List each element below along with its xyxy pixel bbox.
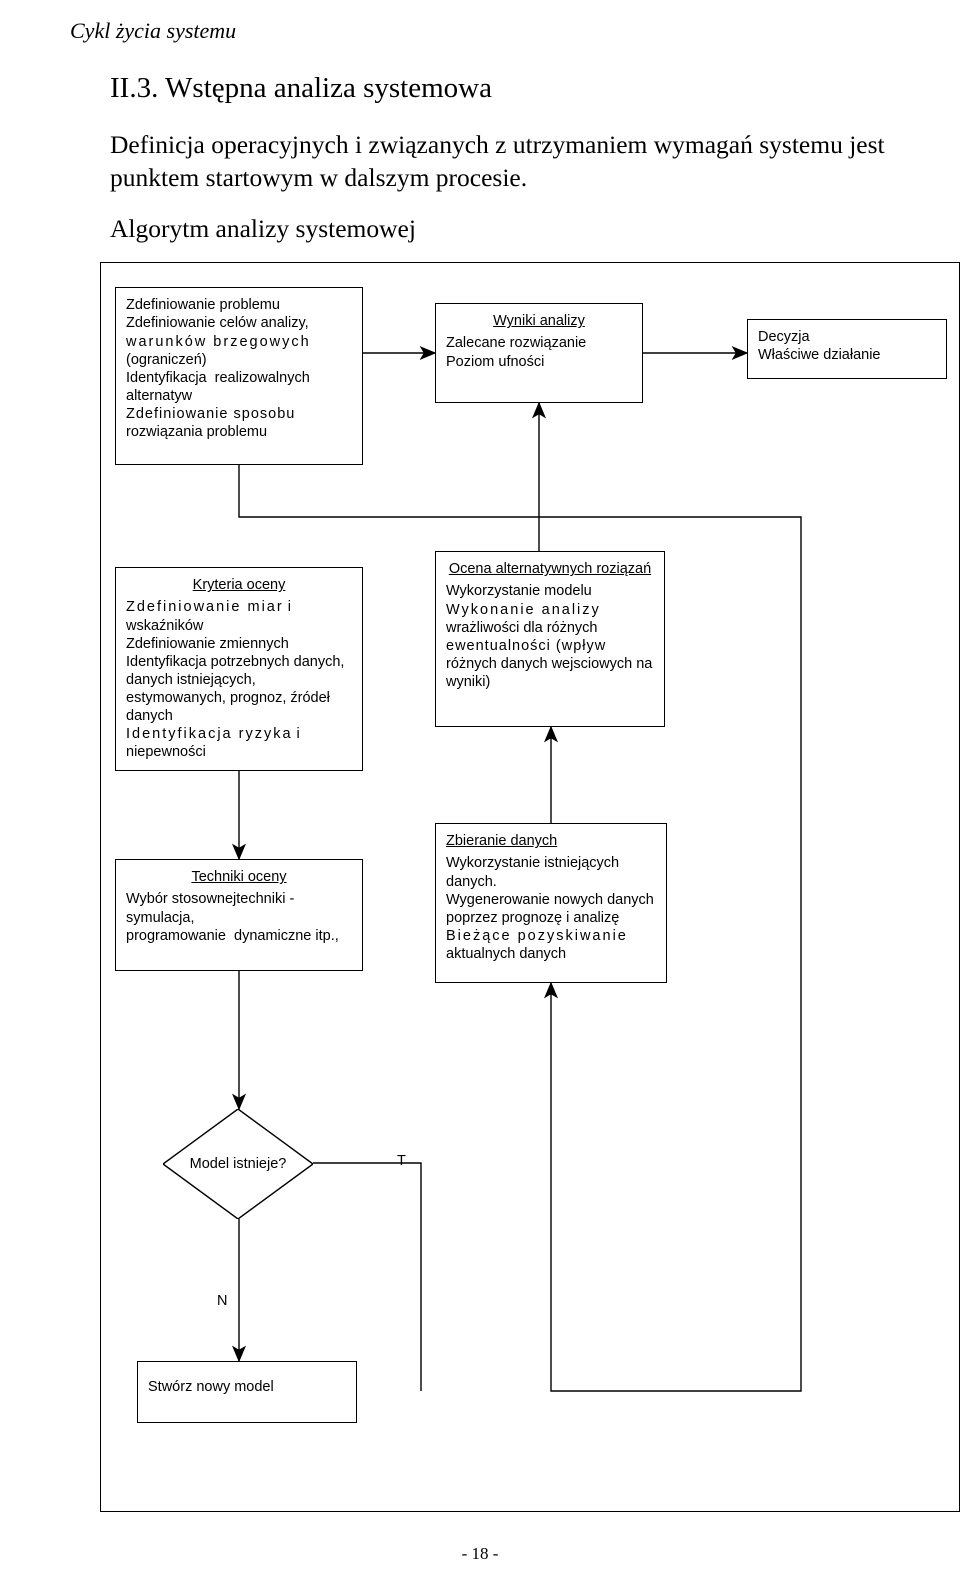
flowchart-box-b5: Ocena alternatywnych roziązańWykorzystan… <box>435 551 665 727</box>
page-header: Cykl życia systemu <box>70 18 890 44</box>
flowchart-box-b2: Wyniki analizyZalecane rozwiązaniePoziom… <box>435 303 643 403</box>
page-number: - 18 - <box>0 1544 960 1564</box>
flowchart-box-b6: Techniki ocenyWybór stosownejtechniki - … <box>115 859 363 971</box>
decision-label: Model istnieje? <box>163 1109 313 1219</box>
section-heading: II.3. Wstępna analiza systemowa <box>110 72 890 105</box>
flowchart-box-b4: Kryteria ocenyZdefiniowanie miar i wskaź… <box>115 567 363 770</box>
intro-paragraph: Definicja operacyjnych i związanych z ut… <box>110 129 890 194</box>
edge-label-false: N <box>217 1293 227 1309</box>
flowchart-box-b1: Zdefiniowanie problemuZdefiniowanie celó… <box>115 287 363 465</box>
flowchart-box-b8: Stwórz nowy model <box>137 1361 357 1423</box>
edge-label-true: T <box>397 1153 406 1169</box>
algorithm-heading: Algorytm analizy systemowej <box>110 214 890 244</box>
flowchart-box-b3: DecyzjaWłaściwe działanie <box>747 319 947 379</box>
flowchart-box-b7: Zbieranie danychWykorzystanie istniejący… <box>435 823 667 983</box>
flowchart-frame: Zdefiniowanie problemuZdefiniowanie celó… <box>100 262 960 1512</box>
decision-model-exists: Model istnieje? <box>163 1109 313 1219</box>
